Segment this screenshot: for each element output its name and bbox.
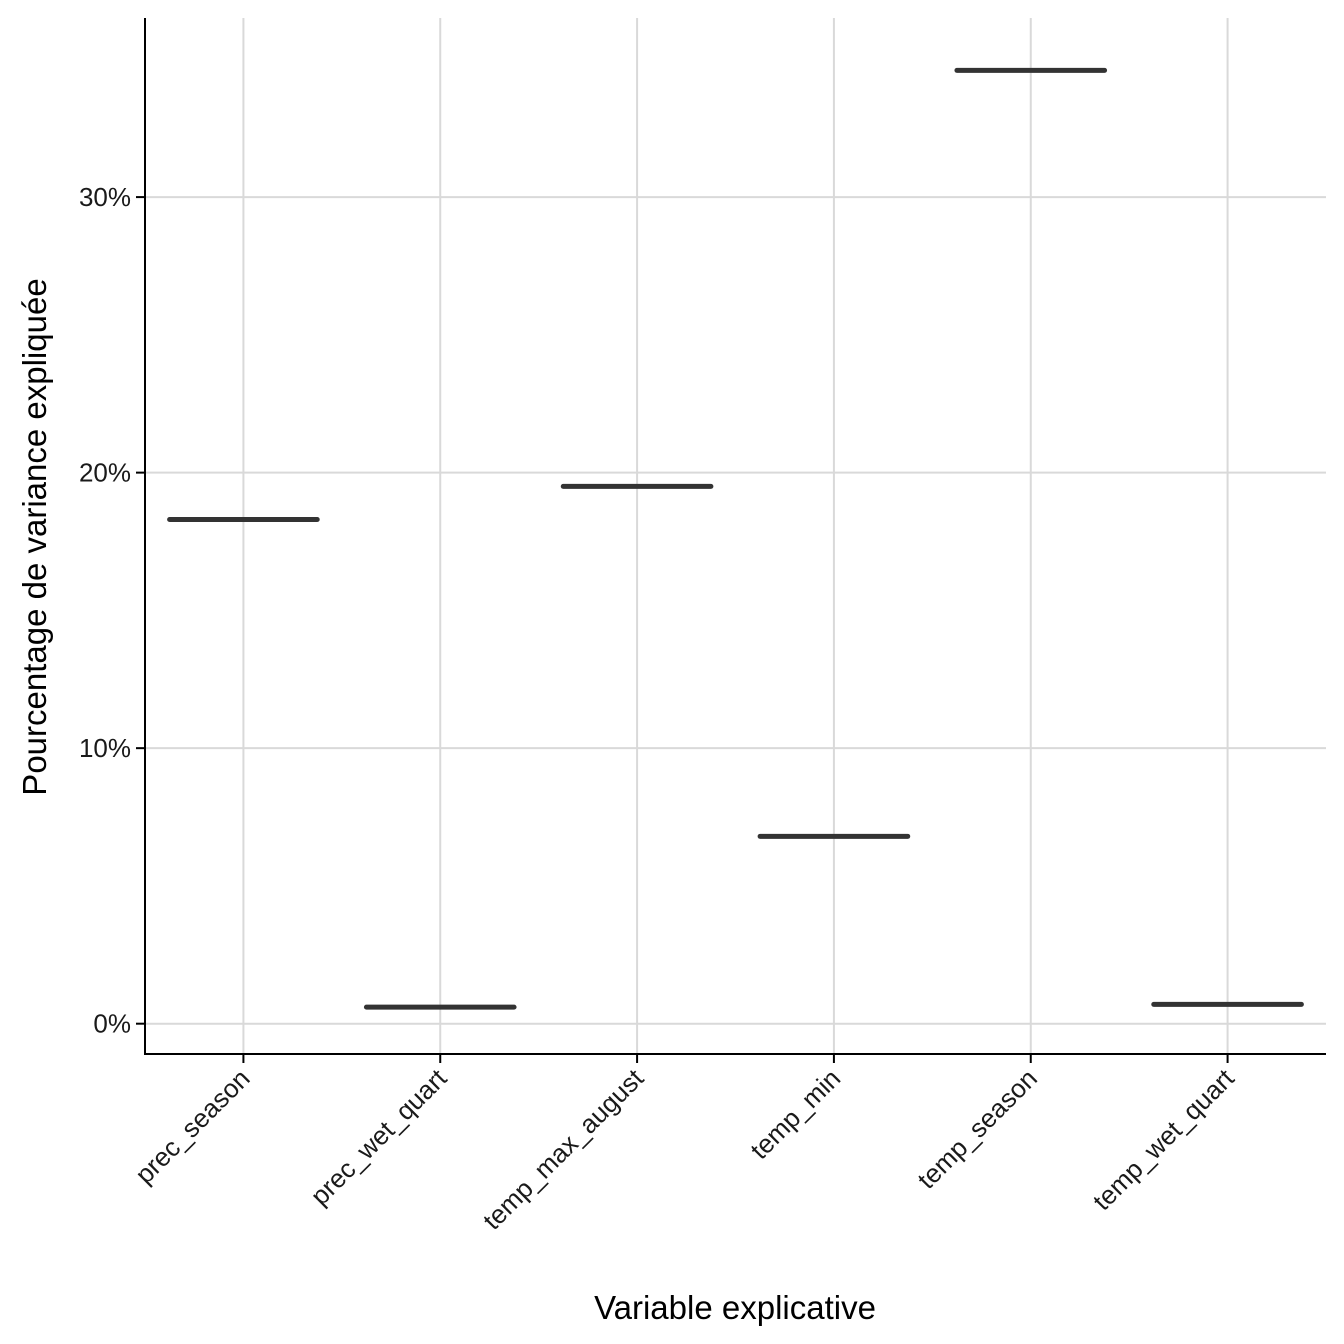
x-tick-label-temp_max_august: temp_max_august: [477, 1062, 650, 1235]
y-tick-label-2: 20%: [79, 458, 131, 488]
x-tick-label-temp_season: temp_season: [911, 1063, 1043, 1195]
y-tick-label-1: 10%: [79, 733, 131, 763]
gridlines: [145, 18, 1326, 1054]
x-tick-label-temp_wet_quart: temp_wet_quart: [1087, 1062, 1241, 1216]
data-marks: [167, 67, 1304, 1010]
y-axis-title: Pourcentage de variance expliquée: [16, 278, 53, 795]
y-tick-label-0: 0%: [93, 1009, 131, 1039]
tick-labels: 0%10%20%30%prec_season prec_wet_quart temp…: [79, 182, 1240, 1235]
x-tick-label-temp_min: temp_min: [744, 1063, 846, 1165]
y-tick-label-3: 30%: [79, 182, 131, 212]
x-tick-label-prec_season: prec_season: [129, 1063, 255, 1189]
axes: [136, 18, 1326, 1063]
x-tick-label-prec_wet_quart: prec_wet_quart: [305, 1062, 453, 1210]
x-axis-title: Variable explicative: [594, 1289, 876, 1326]
